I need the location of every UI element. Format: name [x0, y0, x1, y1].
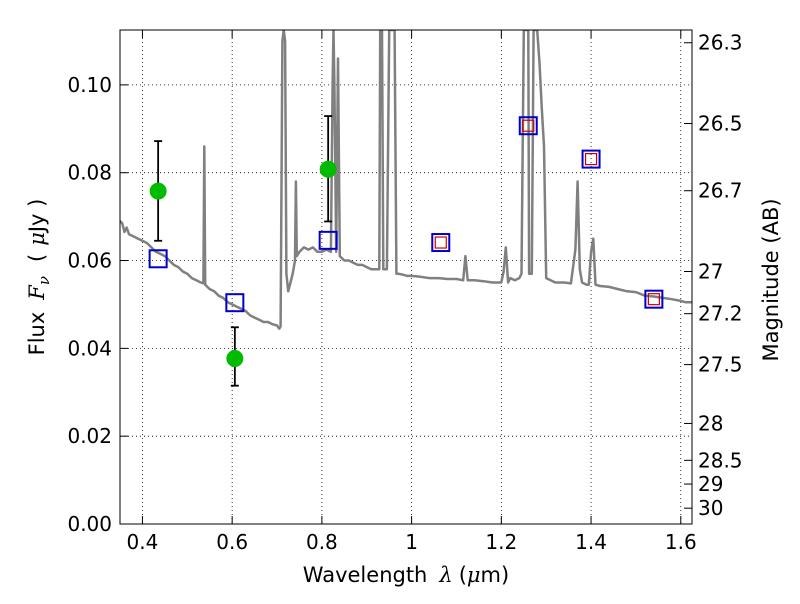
magnitude-tick-label: 26.3 — [698, 31, 743, 55]
x-tick-label: 1.6 — [665, 530, 697, 554]
x-axis-label: Wavelength λ (μm) — [303, 563, 509, 587]
model-flux-square — [318, 230, 338, 250]
magnitude-tick-label: 28 — [698, 411, 723, 435]
plot-frame — [119, 29, 693, 525]
model-flux-square-inner — [647, 293, 660, 306]
observed-flux-point — [319, 160, 337, 178]
x-tick-label: 0.6 — [216, 530, 248, 554]
x-tick-label: 0.8 — [306, 530, 338, 554]
observed-flux-point — [149, 182, 167, 200]
y-axis-label: FluxFν(μJy ) — [25, 199, 53, 356]
x-tick-label: 1.4 — [575, 530, 607, 554]
y-tick-label: 0.06 — [67, 249, 112, 273]
y-tick-label: 0.04 — [67, 336, 112, 360]
magnitude-tick-label: 27 — [698, 260, 723, 284]
observed-flux-point — [226, 349, 244, 367]
model-flux-square — [225, 293, 245, 313]
magnitude-tick-label: 26.7 — [698, 179, 743, 203]
y-tick-label: 0.10 — [67, 73, 112, 97]
magnitude-tick-label: 28.5 — [698, 448, 743, 472]
model-flux-square-inner — [522, 119, 535, 132]
magnitude-tick-label: 26.5 — [698, 112, 743, 136]
magnitude-tick-label: 30 — [698, 496, 723, 520]
x-tick-label: 1 — [405, 530, 418, 554]
model-flux-square-inner — [434, 236, 447, 249]
x-tick-label: 1.2 — [485, 530, 517, 554]
y-tick-label: 0.00 — [67, 512, 112, 536]
model-flux-square — [581, 149, 601, 169]
x-axis: 0.4 0.6 0.8 1 1.2 1.4 1.6 — [127, 30, 697, 554]
photometry-markers — [148, 115, 664, 387]
magnitude-tick-label: 27.5 — [698, 353, 743, 377]
x-tick-label: 0.4 — [127, 530, 159, 554]
model-flux-square — [431, 233, 451, 253]
y-tick-label: 0.08 — [67, 161, 112, 185]
magnitude-axis-label: Magnitude (AB) — [759, 198, 783, 361]
spectrum-line — [120, 30, 692, 330]
model-spectrum — [120, 30, 692, 330]
model-flux-square — [644, 289, 664, 309]
y-axis: 0.00 0.02 0.04 0.06 0.08 0.10 — [67, 73, 128, 536]
magnitude-tick-label: 29 — [698, 472, 723, 496]
y-tick-label: 0.02 — [67, 424, 112, 448]
model-flux-square — [518, 116, 538, 136]
model-flux-square-inner — [584, 152, 598, 166]
model-flux-square — [148, 249, 168, 269]
magnitude-tick-label: 27.2 — [698, 302, 743, 326]
